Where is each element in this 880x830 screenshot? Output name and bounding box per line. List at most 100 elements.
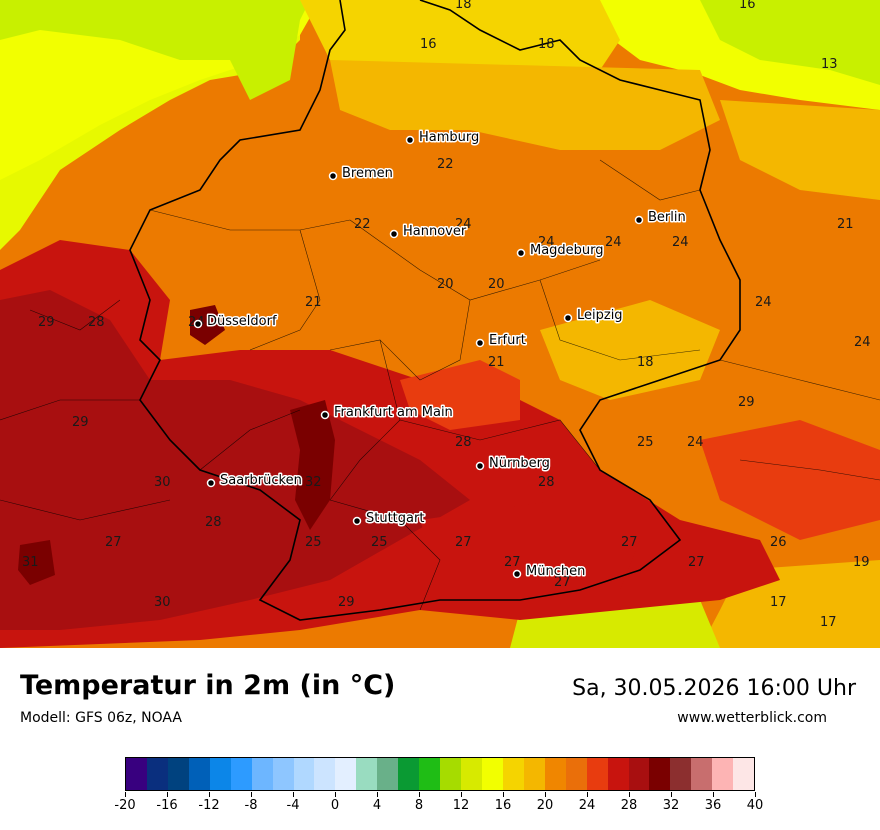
legend-tick [251,792,252,797]
temperature-value-label: 27 [688,555,705,570]
legend-swatch [461,758,482,790]
legend-swatch [209,758,231,790]
legend-tick-label: -16 [156,798,178,813]
temperature-value-label: 28 [88,315,105,330]
legend-tick-label: -8 [244,798,258,813]
temperature-value-label: 29 [738,395,755,410]
legend-swatch [440,758,461,790]
website-link: www.wetterblick.com [677,710,827,726]
legend-tick [167,792,168,797]
temperature-value-label: 18 [538,37,555,52]
legend-tick [713,792,714,797]
legend-swatch [544,758,566,790]
legend-swatch [649,758,671,790]
city-markers: Hamburg Bremen Hannover Berlin Magdeburg Düss… [193,129,687,581]
country-borders [129,0,741,621]
legend-swatch [230,758,252,790]
city-label: Nürnberg [489,456,550,471]
legend-swatch [502,758,524,790]
city-label: Hannover [403,224,467,239]
legend-tick-label: 24 [578,798,596,813]
temperature-value-label: 27 [621,535,638,550]
west-hotspot [18,540,55,585]
rhine-very-hot-zone [0,290,470,630]
map-footer: Temperatur in 2m (in °C) Modell: GFS 06z… [0,648,880,830]
temperature-value-label: 25 [371,535,388,550]
north-sea-green [0,0,310,100]
coast-warm-yellow [300,0,620,80]
temperature-value-label: 20 [437,277,454,292]
legend-tick [755,792,756,797]
temperature-value-label: 25 [305,535,322,550]
legend-tick-label: -4 [286,798,300,813]
city-marker [352,516,362,526]
city-marker [320,410,330,420]
legend-swatch [523,758,545,790]
temperature-value-label: 22 [354,217,371,232]
color-legend: -20 -16 -12 -8 -4 0 4 8 12 16 20 24 28 32 36 40 [112,752,772,822]
legend-tick-label: 28 [620,798,638,813]
ruhr-hotspot [190,305,225,345]
east-warm [700,420,880,540]
temperature-value-label: 24 [854,335,871,350]
temperature-value-label: 24 [605,235,622,250]
legend-tick-label: 16 [494,798,512,813]
temperature-value-label: 25 [637,435,654,450]
legend-swatch [586,758,608,790]
city-label: Berlin [648,210,686,225]
city-marker [563,313,573,323]
city-marker [328,171,338,181]
legend-tick [587,792,588,797]
temperature-value-label: 27 [105,535,122,550]
baltic-green [700,0,880,85]
city-label: Frankfurt am Main [334,405,453,420]
temperature-value-label: 30 [154,475,171,490]
legend-tick-label: 4 [372,798,382,813]
temperature-value-label: 24 [755,295,772,310]
temperature-value-label: 13 [821,57,838,72]
legend-tick [629,792,630,797]
temperature-value-label: 29 [72,415,89,430]
temperature-value-label: 28 [538,475,555,490]
legend-swatch [691,758,713,790]
legend-swatch [377,758,399,790]
temperature-value-label: 27 [554,575,571,590]
legend-tick [377,792,378,797]
temperature-value-labels: 18 16 16 18 13 22 22 24 24 24 24 21 20 20 21 24 29 28 24 21… [22,0,871,630]
bavaria-hot [420,500,640,600]
city-label: Stuttgart [366,511,424,526]
legend-swatch [481,758,503,790]
legend-tick [671,792,672,797]
temperature-value-label: 31 [22,555,39,570]
legend-tick-label: 8 [414,798,424,813]
temperature-value-label: 24 [687,435,704,450]
temperature-value-label: 21 [837,217,854,232]
legend-swatch [126,758,147,790]
legend-tick [293,792,294,797]
legend-tick-label: 40 [746,798,764,813]
legend-swatch [251,758,273,790]
city-marker [516,248,526,258]
state-borders [0,159,880,611]
legend-tick-label: -20 [114,798,136,813]
city-label: Erfurt [489,333,526,348]
legend-tick [461,792,462,797]
temperature-value-label: 22 [437,157,454,172]
legend-swatch [146,758,168,790]
temperature-value-label: 28 [205,515,222,530]
city-label: Magdeburg [530,243,604,258]
temperature-value-label: 24 [672,235,689,250]
forecast-datetime: Sa, 30.05.2026 16:00 Uhr [572,676,856,701]
legend-swatch [628,758,650,790]
legend-swatch [335,758,357,790]
city-label: Bremen [342,166,393,181]
legend-swatch [188,758,210,790]
temperature-value-label: 27 [504,555,521,570]
temperature-value-label: 29 [338,595,355,610]
city-marker [206,478,216,488]
legend-swatch [167,758,189,790]
legend-swatch [398,758,420,790]
city-label: Hamburg [419,130,479,145]
temperature-value-label: 18 [637,355,654,370]
legend-tick-label: 36 [704,798,722,813]
